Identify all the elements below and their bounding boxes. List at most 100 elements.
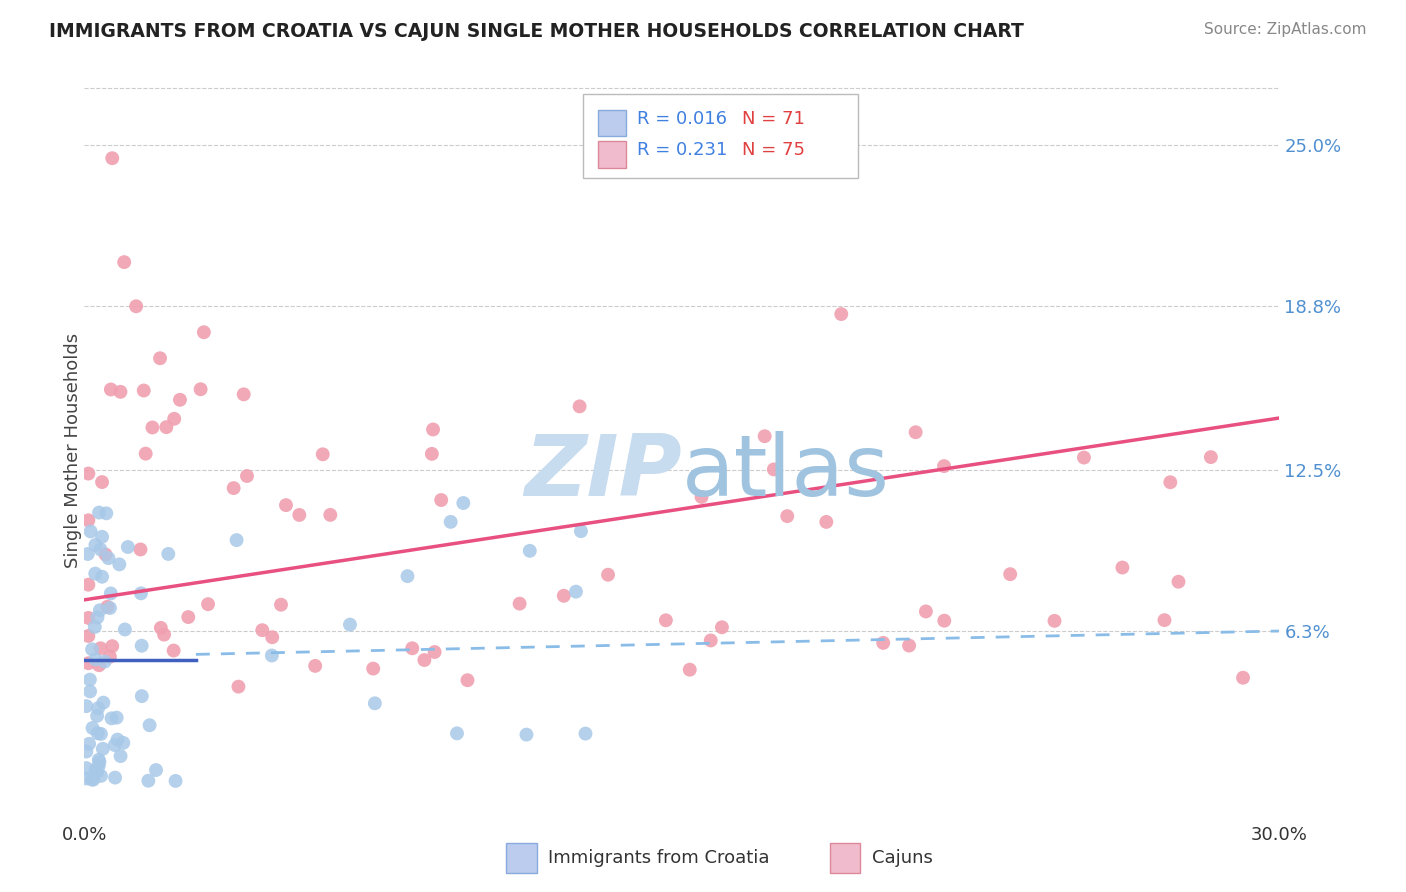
Point (762, 462, 785, 476)
Point (1111, 560, 1133, 574)
Point (77, 611, 100, 625)
Point (93, 655, 115, 669)
Point (169, 392, 191, 407)
Point (132, 384, 155, 398)
Point (1073, 450, 1095, 465)
Point (79, 524, 101, 539)
Point (100, 586, 122, 600)
Point (112, 736, 135, 750)
Point (422, 422, 444, 436)
Point (932, 459, 955, 474)
Point (90, 641, 112, 656)
Point (509, 597, 531, 611)
Text: R = 0.231: R = 0.231 (637, 141, 727, 160)
Point (440, 515, 463, 529)
Point (225, 533, 247, 548)
Point (110, 384, 132, 399)
Point (262, 630, 284, 644)
Point (104, 738, 127, 752)
Point (135, 447, 157, 461)
Point (319, 508, 342, 522)
Point (75, 699, 97, 714)
Point (260, 648, 283, 663)
Point (149, 351, 172, 366)
Point (679, 663, 702, 677)
Point (104, 771, 127, 785)
Point (129, 586, 152, 600)
Point (86, 610, 108, 624)
Point (84, 538, 107, 552)
Point (75, 772, 97, 786)
Point (228, 680, 250, 694)
Point (100, 383, 122, 397)
Point (86, 765, 108, 780)
Text: Immigrants from Croatia: Immigrants from Croatia (548, 849, 770, 867)
Point (75, 761, 97, 775)
Text: ZIP: ZIP (524, 431, 682, 514)
Point (131, 639, 153, 653)
Point (83, 620, 105, 634)
Point (77, 467, 100, 481)
Point (91, 741, 114, 756)
Point (553, 589, 575, 603)
Point (155, 420, 177, 434)
Point (141, 420, 163, 434)
Point (114, 623, 136, 637)
Point (90, 769, 112, 783)
Point (153, 627, 176, 641)
Point (77, 657, 100, 671)
Point (274, 498, 297, 512)
Point (568, 400, 591, 414)
Point (91, 475, 114, 489)
Point (998, 567, 1021, 582)
Point (125, 299, 148, 313)
Point (288, 508, 311, 522)
Point (77, 629, 100, 643)
Point (420, 447, 443, 461)
Point (129, 542, 152, 557)
Point (112, 255, 135, 269)
Point (100, 711, 122, 725)
Point (110, 749, 132, 764)
Point (1159, 475, 1181, 490)
Point (312, 447, 335, 461)
Point (98, 601, 121, 615)
Point (77, 577, 100, 591)
Point (190, 382, 212, 396)
Point (690, 490, 713, 504)
Point (76, 547, 98, 561)
Point (86, 708, 108, 723)
Point (96, 599, 118, 614)
Point (77, 513, 100, 527)
Point (87, 753, 110, 767)
Point (453, 496, 475, 510)
Point (131, 689, 153, 703)
Point (1167, 574, 1189, 589)
Text: N = 75: N = 75 (742, 141, 806, 160)
Point (163, 411, 186, 425)
Text: Cajuns: Cajuns (872, 849, 932, 867)
Point (89, 603, 111, 617)
Point (117, 540, 139, 554)
Point (898, 639, 921, 653)
Point (138, 718, 160, 732)
Point (98, 649, 121, 664)
Point (574, 726, 596, 740)
Point (108, 558, 131, 572)
Point (232, 387, 254, 401)
Point (165, 773, 187, 788)
Point (1153, 613, 1175, 627)
Text: atlas: atlas (682, 431, 890, 514)
Point (87, 701, 110, 715)
Point (754, 429, 776, 443)
Point (700, 633, 723, 648)
Point (423, 645, 446, 659)
Point (197, 597, 219, 611)
Point (89, 755, 111, 769)
Point (149, 621, 172, 635)
Text: N = 71: N = 71 (742, 110, 806, 128)
Point (830, 307, 852, 321)
Point (396, 569, 419, 583)
Point (1232, 671, 1254, 685)
Point (87, 759, 110, 773)
